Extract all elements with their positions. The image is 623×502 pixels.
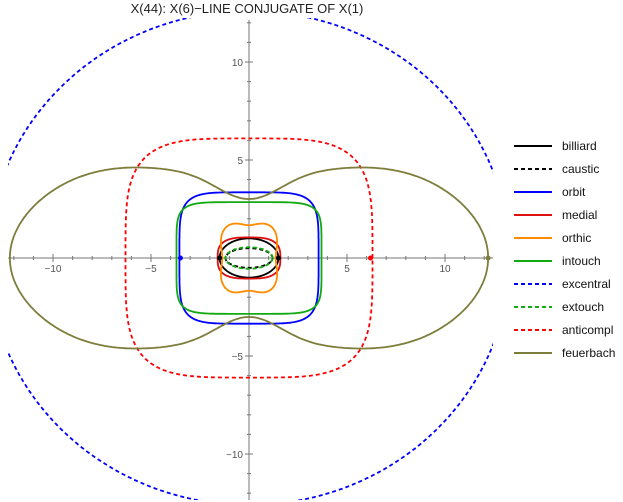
- vertex-point: [177, 255, 183, 261]
- chart-title: X(44): X(6)−LINE CONJUGATE OF X(1): [131, 1, 364, 16]
- vertex-point: [275, 255, 281, 261]
- legend-label: medial: [562, 208, 597, 222]
- legend-item-excentral: excentral: [514, 277, 611, 291]
- curve-anticompl: [124, 137, 374, 379]
- legend-label: orthic: [562, 231, 591, 245]
- y-tick-label: 5: [237, 156, 243, 167]
- curve-feuerbach: [9, 166, 489, 350]
- legend-item-feuerbach: feuerbach: [514, 346, 615, 360]
- y-tick-label: −5: [232, 352, 244, 363]
- vertex-point: [217, 255, 223, 261]
- x-tick-label: −10: [45, 264, 62, 275]
- x-tick-label: −5: [145, 264, 157, 275]
- legend-item-medial: medial: [514, 208, 597, 222]
- legend-label: feuerbach: [562, 346, 615, 360]
- legend-item-caustic: caustic: [514, 162, 599, 176]
- legend-label: intouch: [562, 254, 601, 268]
- legend-item-orthic: orthic: [514, 231, 591, 245]
- legend-item-anticompl: anticompl: [514, 323, 613, 337]
- plot-area: −10 −5 5 10 10 5 −5 −10: [8, 18, 493, 500]
- y-tick-label: 10: [232, 58, 244, 69]
- curves: [8, 18, 493, 500]
- legend-item-billiard: billiard: [514, 139, 597, 153]
- y-tick-label: −10: [226, 450, 243, 461]
- legend-label: anticompl: [562, 323, 613, 337]
- points: [177, 255, 491, 261]
- curve-excentral: [8, 18, 493, 500]
- x-tick-label: 10: [439, 264, 451, 275]
- legend-label: excentral: [562, 277, 611, 291]
- curve-orthic: [220, 222, 278, 294]
- vertex-point: [368, 255, 374, 261]
- curve-intouch: [175, 201, 323, 315]
- vertex-point: [485, 255, 491, 261]
- legend-item-intouch: intouch: [514, 254, 601, 268]
- curve-extouch: [224, 246, 274, 270]
- legend-item-extouch: extouch: [514, 300, 604, 314]
- legend-label: orbit: [562, 185, 586, 199]
- legend-label: extouch: [562, 300, 604, 314]
- legend: billiard caustic orbit medial orthic intouch e…: [514, 139, 615, 360]
- x-tick-label: 5: [344, 264, 350, 275]
- legend-label: caustic: [562, 162, 599, 176]
- legend-label: billiard: [562, 139, 597, 153]
- legend-item-orbit: orbit: [514, 185, 586, 199]
